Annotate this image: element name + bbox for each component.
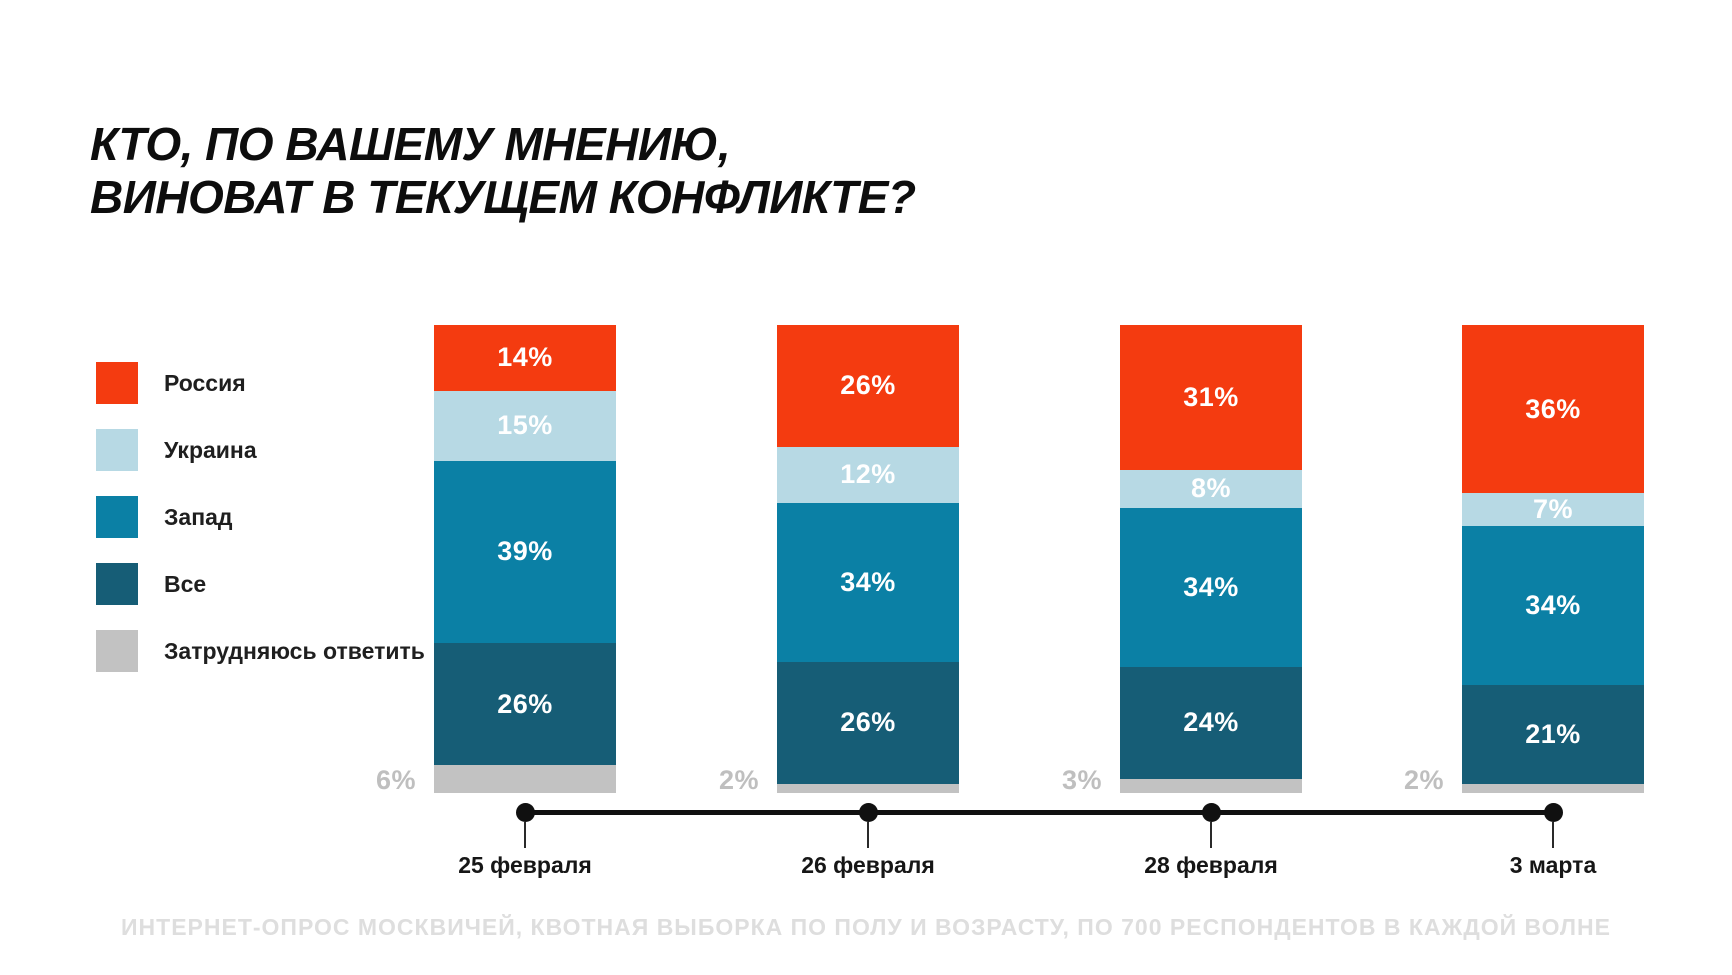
stacked-bar-25 февраля: 14% 15% 39% 26% [434, 325, 616, 793]
legend-swatch-icon [96, 563, 138, 605]
legend-swatch-icon [96, 630, 138, 672]
bar-segment-Украина: 7% [1462, 493, 1644, 527]
timeline-tick [524, 822, 526, 848]
segment-value-label: 15% [497, 410, 553, 441]
date-label: 3 марта [1509, 852, 1597, 878]
timeline-tick [1552, 822, 1554, 848]
segment-value-label: 34% [1525, 590, 1581, 621]
bar-segment-Россия: 31% [1120, 325, 1302, 471]
segment-value-label: 24% [1183, 707, 1239, 738]
segment-value-label: 34% [1183, 571, 1239, 602]
date-label: 26 февраля [801, 852, 935, 878]
timeline-dot [858, 802, 878, 822]
segment-value-label: 14% [497, 342, 553, 373]
bar-segment-Все: 21% [1462, 685, 1644, 784]
bar-segment-Все: 24% [1120, 666, 1302, 779]
bar-segment-Россия: 14% [434, 325, 616, 391]
segment-value-label: 12% [840, 459, 896, 490]
legend-item-Запад: Запад [96, 496, 425, 538]
legend-swatch-icon [96, 429, 138, 471]
segment-value-label: 26% [840, 707, 896, 738]
bar-segment-Россия: 26% [777, 325, 959, 447]
legend-item-Россия: Россия [96, 362, 425, 404]
legend-item-Украина: Украина [96, 429, 425, 471]
bar-segment-Все: 26% [434, 643, 616, 765]
legend: Россия Украина Запад Все Затрудняюсь ответит… [96, 362, 425, 697]
segment-value-label: 31% [1183, 382, 1239, 413]
legend-label: Россия [164, 369, 246, 396]
bar-segment-Запад: 34% [1120, 507, 1302, 667]
bar-segment-Затрудняюсь ответить [1120, 778, 1302, 793]
date-label: 25 февраля [458, 852, 592, 878]
timeline-tick [1210, 822, 1212, 848]
chart-title-line1: КТО, ПО ВАШЕМУ МНЕНИЮ, [90, 118, 731, 170]
stacked-bar-26 февраля: 26% 12% 34% 26% [777, 325, 959, 793]
bar-segment-Затрудняюсь ответить [777, 783, 959, 793]
legend-swatch-icon [96, 496, 138, 538]
outside-value-label: 2% [718, 765, 759, 795]
outside-value-label: 2% [1403, 765, 1444, 795]
segment-value-label: 26% [840, 370, 896, 401]
bar-segment-Запад: 34% [1462, 526, 1644, 686]
outside-value-label: 6% [375, 765, 416, 795]
segment-value-label: 21% [1525, 718, 1581, 749]
date-label: 28 февраля [1144, 852, 1278, 878]
timeline-axis [525, 810, 1553, 815]
legend-label: Затрудняюсь ответить [164, 637, 425, 664]
outside-value-label: 3% [1061, 765, 1102, 795]
chart-title: КТО, ПО ВАШЕМУ МНЕНИЮ, ВИНОВАТ В ТЕКУЩЕМ… [90, 118, 916, 225]
bar-segment-Затрудняюсь ответить [1462, 783, 1644, 793]
bar-segment-Затрудняюсь ответить [434, 764, 616, 793]
stacked-bar-3 марта: 36% 7% 34% 21% [1462, 325, 1644, 793]
methodology-footnote: ИНТЕРНЕТ-ОПРОС МОСКВИЧЕЙ, КВОТНАЯ ВЫБОРК… [121, 914, 1611, 940]
legend-label: Все [164, 570, 207, 597]
legend-item-Затрудняюсь ответить: Затрудняюсь ответить [96, 630, 425, 672]
legend-label: Украина [164, 436, 257, 463]
timeline-tick [867, 822, 869, 848]
segment-value-label: 26% [497, 688, 553, 719]
stacked-bar-28 февраля: 31% 8% 34% 24% [1120, 325, 1302, 793]
bar-segment-Запад: 34% [777, 502, 959, 662]
bar-segment-Все: 26% [777, 661, 959, 784]
bar-segment-Украина: 15% [434, 390, 616, 461]
bar-segment-Украина: 8% [1120, 470, 1302, 508]
segment-value-label: 8% [1190, 473, 1232, 504]
legend-item-Все: Все [96, 563, 425, 605]
segment-value-label: 36% [1525, 393, 1581, 424]
bar-segment-Запад: 39% [434, 460, 616, 644]
timeline-dot [515, 802, 535, 822]
segment-value-label: 39% [497, 536, 553, 567]
timeline-dot [1543, 802, 1563, 822]
bar-segment-Украина: 12% [777, 446, 959, 503]
legend-swatch-icon [96, 362, 138, 404]
legend-label: Запад [164, 503, 233, 530]
segment-value-label: 7% [1532, 494, 1574, 525]
timeline-dot [1201, 802, 1221, 822]
bar-segment-Россия: 36% [1462, 325, 1644, 494]
segment-value-label: 34% [840, 566, 896, 597]
chart-title-line2: ВИНОВАТ В ТЕКУЩЕМ КОНФЛИКТЕ? [90, 171, 916, 224]
